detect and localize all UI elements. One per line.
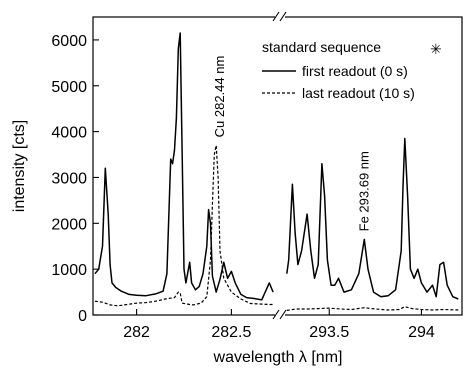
legend-label-first-readout: first readout (0 s) xyxy=(302,63,408,79)
axis-break-mark-top-2 xyxy=(279,11,287,22)
series-last-readout-segment-0 xyxy=(94,144,274,307)
axis-break-mark-top-1 xyxy=(272,11,280,22)
y-tick-label-5: 5000 xyxy=(51,79,87,96)
series-layer xyxy=(94,32,459,311)
x-tick-label-1-0: 293.5 xyxy=(309,324,349,341)
legend-header-symbol: ✳ xyxy=(430,41,442,57)
axis-break-mark-bottom-1 xyxy=(272,309,280,320)
y-tick-label-0: 0 xyxy=(78,308,87,325)
series-first-readout-segment-0 xyxy=(94,32,274,301)
axis-break xyxy=(272,11,287,320)
y-tick-label-2: 2000 xyxy=(51,216,87,233)
x-tick-label-1-1: 294 xyxy=(408,324,435,341)
legend: standard sequence ✳ first readout (0 s) … xyxy=(262,39,442,101)
x-tick-label-0-0: 282 xyxy=(123,324,150,341)
y-axis-title: intensity [cts] xyxy=(11,120,28,212)
annotations: Cu 282.44 nm Fe 293.69 nm xyxy=(212,56,371,232)
series-first-readout-segment-1 xyxy=(286,137,459,300)
axis-break-gap-bottom xyxy=(275,311,285,319)
y-tick-label-3: 3000 xyxy=(51,170,87,187)
x-axis-title: wavelength λ [nm] xyxy=(213,349,343,366)
annotation-0: Cu 282.44 nm xyxy=(212,56,227,138)
x-axis-ticks: 282 282.5 293.5 294 xyxy=(123,309,435,341)
legend-label-last-readout: last readout (10 s) xyxy=(302,85,415,101)
y-tick-label-6: 6000 xyxy=(51,33,87,50)
y-tick-label-4: 4000 xyxy=(51,125,87,142)
annotation-1: Fe 293.69 nm xyxy=(356,151,371,231)
axis-break-gap-top xyxy=(275,13,285,21)
y-tick-label-1: 1000 xyxy=(51,262,87,279)
x-tick-label-0-1: 282.5 xyxy=(211,324,251,341)
y-axis-ticks: 0 1000 2000 3000 4000 5000 6000 xyxy=(51,33,99,325)
axis-break-mark-bottom-2 xyxy=(279,309,287,320)
legend-header: standard sequence xyxy=(262,39,381,55)
series-last-readout-segment-1 xyxy=(286,306,459,311)
